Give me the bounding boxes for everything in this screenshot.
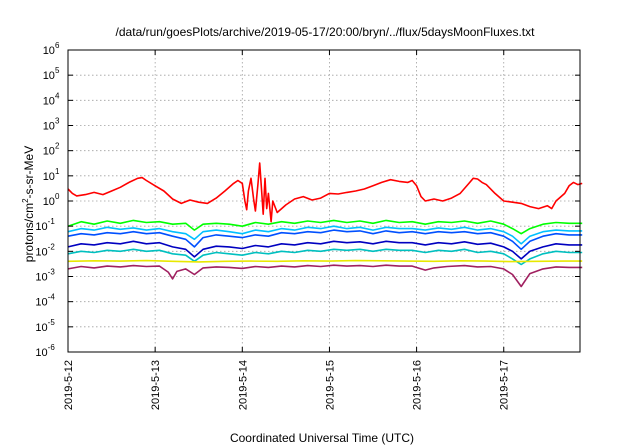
x-axis-label: Coordinated Universal Time (UTC) [230, 431, 414, 445]
tick-marks [67, 49, 580, 353]
series-line-3 [67, 225, 583, 245]
y-tick-label: 10-1 [35, 217, 55, 233]
x-tick-label: 2019-5-14 [237, 360, 249, 410]
y-tick-label: 100 [43, 192, 60, 208]
series-line-4 [67, 229, 583, 251]
x-tick-label: 2019-5-13 [150, 360, 162, 410]
y-tick-label: 101 [43, 167, 60, 183]
series-line-6 [67, 248, 583, 266]
series-line-7 [67, 259, 583, 263]
series-line-2 [67, 219, 583, 235]
y-axis-label-sup: 2 [21, 198, 30, 203]
series-line-8 [67, 264, 583, 288]
x-tick-label: 2019-5-12 [63, 360, 75, 410]
x-tick-label: 2019-5-16 [412, 360, 424, 410]
y-tick-label: 10-2 [35, 242, 55, 258]
y-tick-label: 103 [43, 117, 60, 133]
y-tick-label: 10-6 [35, 343, 55, 359]
y-axis-label-pre: protons/cm [22, 203, 36, 262]
y-tick-label: 10-3 [35, 268, 55, 284]
chart-title: /data/run/goesPlots/archive/2019-05-17/2… [116, 25, 536, 39]
y-axis-label-post: -s-sr-MeV [22, 146, 36, 199]
x-tick-label: 2019-5-15 [324, 360, 336, 410]
series-line-1 [67, 162, 583, 223]
y-axis-label: protons/cm2-s-sr-MeV [21, 146, 36, 262]
series-lines [67, 162, 583, 288]
y-tick-label: 106 [43, 41, 60, 57]
y-tick-label: 102 [43, 142, 60, 158]
y-tick-label: 105 [43, 66, 60, 82]
series-line-5 [67, 240, 583, 260]
x-tick-labels: 2019-5-12 2019-5-13 2019-5-14 2019-5-15 2019… [63, 360, 511, 410]
y-tick-label: 10-5 [35, 318, 55, 334]
x-tick-label: 2019-5-17 [499, 360, 511, 410]
y-tick-label: 10-4 [35, 293, 55, 309]
y-tick-label: 104 [43, 91, 60, 107]
y-tick-labels: 10-6 10-5 10-4 10-3 10-2 10-1 100 101 102 103 104 1… [35, 41, 60, 359]
